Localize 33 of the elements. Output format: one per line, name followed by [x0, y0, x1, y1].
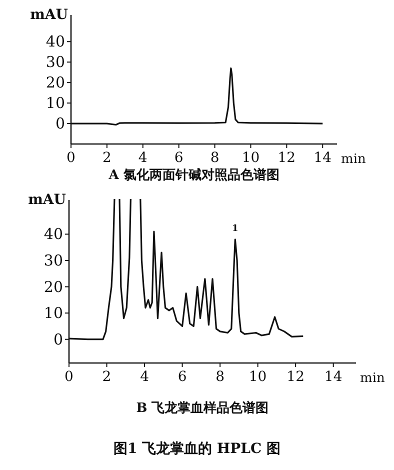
x-axis-title: min: [341, 152, 366, 167]
y-tick-label: 30: [44, 251, 63, 270]
y-tick-label: 0: [53, 330, 63, 348]
x-tick-label: 12: [278, 150, 296, 166]
x-tick-label: 8: [216, 369, 225, 385]
x-tick-label: 14: [324, 369, 342, 385]
annotation: 1: [232, 224, 238, 234]
x-tick-label: 14: [314, 150, 332, 166]
y-tick-label: 20: [44, 278, 63, 296]
y-tick-label: 30: [46, 53, 65, 72]
x-axis-title: min: [360, 371, 386, 386]
x-tick-label: 8: [210, 150, 220, 166]
x-tick-label: 4: [138, 150, 148, 166]
x-tick-label: 6: [174, 150, 184, 166]
x-tick-label: 10: [248, 369, 267, 385]
y-tick-label: 10: [44, 304, 63, 322]
text: B 飞龙掌血样品色谱图: [136, 400, 269, 416]
y-tick-label: 40: [46, 32, 65, 51]
y-axis-title: mAU: [30, 7, 68, 23]
x-tick-label: 6: [178, 369, 187, 385]
y-tick-label: 40: [44, 225, 63, 244]
text: A 氯化两面针碱对照品色谱图: [108, 167, 280, 183]
y-tick-label: 0: [55, 114, 65, 133]
y-tick-label: 10: [46, 94, 65, 112]
y-tick-label: 20: [46, 74, 65, 92]
caption: 图1 飞龙掌血的 HPLC 图: [113, 441, 281, 457]
x-tick-label: 2: [102, 150, 112, 166]
x-tick-label: 10: [242, 150, 260, 166]
x-tick-label: 4: [140, 369, 150, 385]
y-axis-title: mAU: [28, 192, 66, 208]
x-tick-label: 0: [66, 150, 76, 166]
x-tick-label: 12: [286, 369, 304, 385]
x-tick-label: 2: [102, 369, 112, 385]
